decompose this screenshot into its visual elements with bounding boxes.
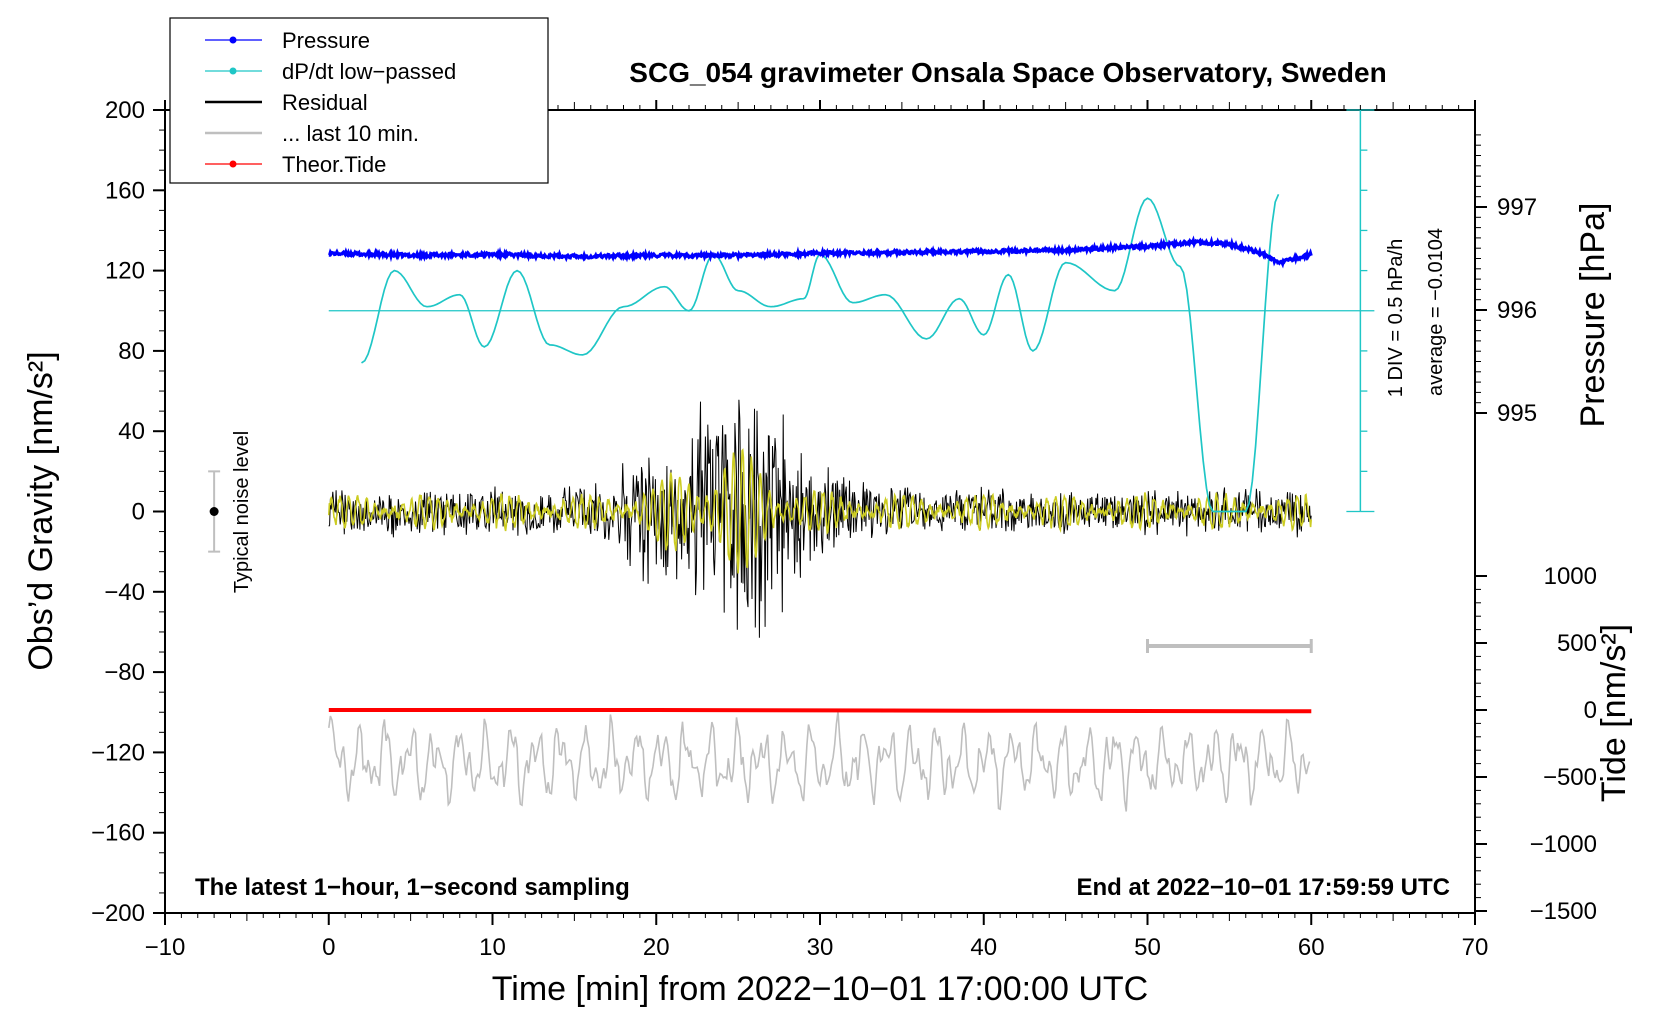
pressure-series-line: [328, 235, 1313, 269]
average-label: average = −0.0104: [1425, 228, 1447, 396]
y-axis-tick-label: −40: [104, 579, 145, 606]
legend-swatch-marker: [229, 67, 237, 75]
end-time-note: End at 2022−10−01 17:59:59 UTC: [1076, 874, 1450, 901]
y-axis-tick-label: 40: [118, 418, 145, 445]
tide-axis-tick-label: −1500: [1530, 898, 1597, 925]
x-axis-tick-label: 40: [970, 934, 997, 961]
pressure-axis-tick-label: 997: [1497, 194, 1537, 221]
legend-entry-label: ... last 10 min.: [282, 121, 419, 146]
div-label: 1 DIV = 0.5 hPa/h: [1385, 239, 1407, 397]
legend-entry-label: dP/dt low−passed: [282, 59, 456, 84]
legend: Pressure dP/dt low−passed Residual ... last…: [169, 17, 549, 184]
y-axis-tick-label: −160: [91, 820, 145, 847]
x-axis-tick-label: 60: [1298, 934, 1325, 961]
tide-axis-tick-label: 1000: [1544, 563, 1597, 590]
legend-box: [169, 17, 549, 184]
legend-entry-label: Pressure: [282, 28, 370, 53]
y-axis-tick-label: −80: [104, 659, 145, 686]
legend-entry-label: Theor.Tide: [282, 152, 386, 177]
y-axis-tick-label: 200: [105, 97, 145, 124]
residual-series-line: [328, 399, 1312, 638]
x-axis-tick-label: 0: [322, 934, 335, 961]
y-axis-tick-label: 120: [105, 258, 145, 285]
x-axis-tick-label: 10: [479, 934, 506, 961]
chart-title: SCG_054 gravimeter Onsala Space Observat…: [629, 57, 1386, 88]
tide-axis-tick-label: −500: [1543, 764, 1597, 791]
filtered-series-line: [328, 448, 1312, 574]
y-axis-tick-label: 0: [132, 499, 145, 526]
x-axis-tick-label: 20: [643, 934, 670, 961]
y-axis-tide: 1000 500 0 −500 −1000 −1500: [1475, 563, 1597, 925]
x-axis-title: Time [min] from 2022−10−01 17:00:00 UTC: [492, 970, 1148, 1008]
y-axis-gravity: 200 160 120 80 40 0 −40 −80 −120 −160 −200: [91, 97, 165, 927]
legend-entry-label: Residual: [282, 90, 368, 115]
tide-axis-tick-label: −1000: [1530, 831, 1597, 858]
x-axis-tick-label: −10: [145, 934, 186, 961]
x-axis-tick-label: 50: [1134, 934, 1161, 961]
dpdt-series-line: [361, 193, 1280, 513]
y-axis-title-tide: Tide [nm/s²]: [1595, 624, 1633, 802]
y-axis-title-gravity: Obs’d Gravity [nm/s²]: [22, 351, 60, 670]
tide-axis-tick-label: 500: [1557, 630, 1597, 657]
legend-swatch-marker: [229, 36, 237, 44]
sampling-note: The latest 1−hour, 1−second sampling: [195, 874, 630, 901]
y-axis-tick-label: 80: [118, 338, 145, 365]
tide-axis-tick-label: 0: [1584, 697, 1597, 724]
x-axis-tick-label: 30: [807, 934, 834, 961]
x-axis: −10 0 10 20 30 40 50 60 70: [145, 100, 1489, 961]
series-layer: [208, 109, 1375, 812]
x-axis-tick-label: 70: [1462, 934, 1489, 961]
y-axis-pressure: 997 996 995: [1475, 134, 1537, 427]
legend-swatch-marker: [229, 160, 237, 168]
typical-noise-label: Typical noise level: [231, 431, 253, 593]
y-axis-tick-label: −200: [91, 900, 145, 927]
y-axis-tick-label: −120: [91, 739, 145, 766]
noise-level-marker: [209, 507, 219, 516]
y-axis-tick-label: 160: [105, 177, 145, 204]
last10-series-line: [328, 711, 1311, 812]
y-axis-title-pressure: Pressure [hPa]: [1574, 203, 1612, 428]
pressure-axis-tick-label: 995: [1497, 400, 1537, 427]
pressure-axis-tick-label: 996: [1497, 297, 1537, 324]
tide-series-line: [328, 708, 1312, 714]
